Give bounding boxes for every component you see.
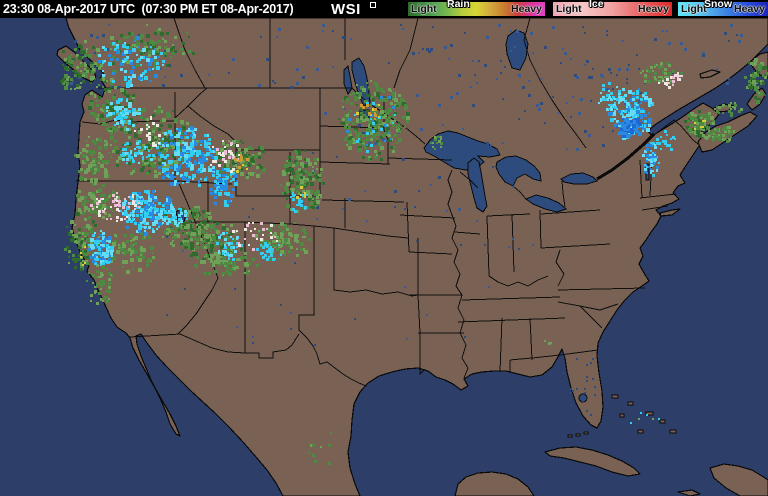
legend-rain-heavy-label: Heavy [511, 3, 542, 15]
radar-precipitation-layer [60, 24, 768, 465]
lake-ontario [560, 172, 598, 185]
header-bar: 23:30 08-Apr-2017 UTC (07:30 PM ET 08-Ap… [0, 0, 768, 18]
legend-snow-bar: Light Heavy [678, 2, 768, 16]
legend-snow-light-label: Light [681, 3, 707, 15]
legend-ice-light-label: Light [556, 3, 582, 15]
legend-ice-heavy-label: Heavy [638, 3, 669, 15]
lake-michigan [467, 157, 488, 213]
lake-superior [423, 130, 501, 171]
timestamp: 23:30 08-Apr-2017 UTC (07:30 PM ET 08-Ap… [3, 2, 294, 16]
jamaica [677, 489, 701, 496]
st-lawrence-river [596, 132, 656, 181]
legend-rain-title: Rain [447, 0, 470, 10]
wsi-logo-mark [370, 2, 376, 8]
legend-snow-heavy-label: Heavy [734, 3, 765, 15]
lake-erie [524, 194, 567, 213]
florida-keys [567, 431, 589, 438]
landmass [56, 18, 768, 496]
radar-map [0, 18, 768, 496]
cuba [544, 446, 641, 477]
legend-rain-bar: Light Heavy [408, 2, 545, 16]
legend-rain-light-label: Light [411, 3, 437, 15]
legend-ice-title: Ice [589, 0, 604, 10]
wsi-logo: WSI [331, 1, 361, 18]
north-america-landmass [65, 18, 768, 496]
legend-snow-title: Snow [704, 0, 732, 10]
long-island [659, 208, 681, 217]
anticosti-island [699, 69, 721, 79]
winter-mix-marker [674, 72, 683, 81]
hispaniola [709, 463, 768, 496]
lake-huron [495, 155, 542, 187]
legend-ice-bar: Light Heavy [553, 2, 672, 16]
yucatan-peninsula [454, 471, 535, 496]
state-borders [76, 18, 699, 387]
bahamas-islands [611, 394, 677, 434]
